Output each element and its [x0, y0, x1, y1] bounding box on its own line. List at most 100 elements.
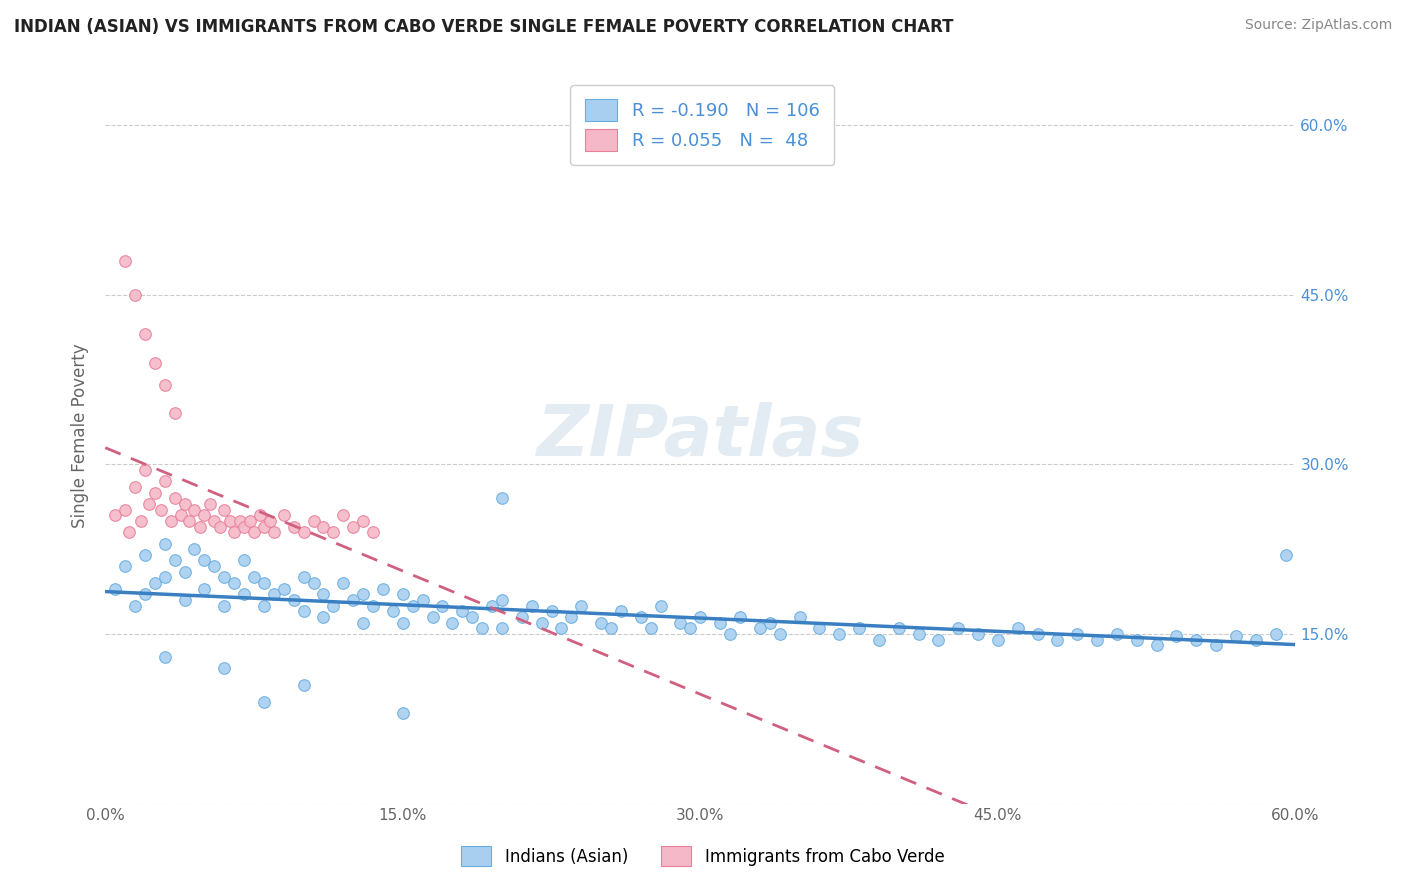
- Point: [987, 632, 1010, 647]
- Point: [332, 576, 354, 591]
- Point: [848, 621, 870, 635]
- Point: [143, 355, 166, 369]
- Point: [530, 615, 553, 630]
- Point: [1244, 632, 1267, 647]
- Point: [273, 508, 295, 523]
- Point: [402, 599, 425, 613]
- Point: [868, 632, 890, 647]
- Point: [1146, 638, 1168, 652]
- Point: [948, 621, 970, 635]
- Point: [907, 627, 929, 641]
- Point: [134, 548, 156, 562]
- Point: [143, 576, 166, 591]
- Point: [361, 525, 384, 540]
- Point: [610, 604, 633, 618]
- Point: [412, 593, 434, 607]
- Point: [263, 525, 285, 540]
- Point: [342, 593, 364, 607]
- Point: [808, 621, 831, 635]
- Point: [104, 582, 127, 596]
- Point: [342, 519, 364, 533]
- Point: [124, 480, 146, 494]
- Point: [481, 599, 503, 613]
- Point: [361, 599, 384, 613]
- Point: [451, 604, 474, 618]
- Point: [193, 582, 215, 596]
- Point: [153, 378, 176, 392]
- Point: [789, 610, 811, 624]
- Point: [1126, 632, 1149, 647]
- Point: [163, 491, 186, 506]
- Point: [163, 407, 186, 421]
- Point: [134, 327, 156, 342]
- Point: [292, 570, 315, 584]
- Point: [371, 582, 394, 596]
- Point: [927, 632, 949, 647]
- Point: [491, 593, 513, 607]
- Point: [202, 559, 225, 574]
- Point: [679, 621, 702, 635]
- Point: [153, 536, 176, 550]
- Point: [283, 519, 305, 533]
- Point: [253, 695, 276, 709]
- Point: [149, 502, 172, 516]
- Point: [193, 553, 215, 567]
- Point: [391, 615, 413, 630]
- Point: [967, 627, 990, 641]
- Point: [159, 514, 181, 528]
- Point: [828, 627, 851, 641]
- Point: [173, 565, 195, 579]
- Point: [391, 587, 413, 601]
- Point: [212, 502, 235, 516]
- Point: [640, 621, 662, 635]
- Point: [209, 519, 232, 533]
- Point: [600, 621, 623, 635]
- Point: [491, 621, 513, 635]
- Point: [461, 610, 484, 624]
- Point: [332, 508, 354, 523]
- Point: [569, 599, 592, 613]
- Point: [471, 621, 494, 635]
- Point: [243, 570, 266, 584]
- Point: [114, 559, 136, 574]
- Point: [669, 615, 692, 630]
- Point: [200, 497, 222, 511]
- Point: [193, 508, 215, 523]
- Point: [169, 508, 191, 523]
- Point: [302, 576, 325, 591]
- Point: [173, 497, 195, 511]
- Point: [520, 599, 543, 613]
- Text: Source: ZipAtlas.com: Source: ZipAtlas.com: [1244, 18, 1392, 32]
- Point: [1225, 629, 1247, 643]
- Point: [253, 599, 276, 613]
- Point: [292, 678, 315, 692]
- Point: [432, 599, 454, 613]
- Point: [352, 587, 374, 601]
- Point: [1007, 621, 1029, 635]
- Point: [650, 599, 672, 613]
- Point: [1205, 638, 1227, 652]
- Point: [153, 475, 176, 489]
- Point: [163, 553, 186, 567]
- Point: [253, 576, 276, 591]
- Point: [352, 615, 374, 630]
- Point: [1046, 632, 1069, 647]
- Text: ZIPatlas: ZIPatlas: [537, 401, 865, 471]
- Point: [243, 525, 266, 540]
- Point: [381, 604, 404, 618]
- Point: [709, 615, 731, 630]
- Point: [1264, 627, 1286, 641]
- Legend: R = -0.190   N = 106, R = 0.055   N =  48: R = -0.190 N = 106, R = 0.055 N = 48: [571, 85, 834, 165]
- Point: [312, 587, 335, 601]
- Point: [124, 287, 146, 301]
- Point: [728, 610, 751, 624]
- Point: [173, 593, 195, 607]
- Point: [560, 610, 582, 624]
- Point: [233, 553, 256, 567]
- Point: [292, 525, 315, 540]
- Point: [422, 610, 444, 624]
- Point: [212, 661, 235, 675]
- Point: [114, 253, 136, 268]
- Point: [322, 525, 344, 540]
- Point: [233, 519, 256, 533]
